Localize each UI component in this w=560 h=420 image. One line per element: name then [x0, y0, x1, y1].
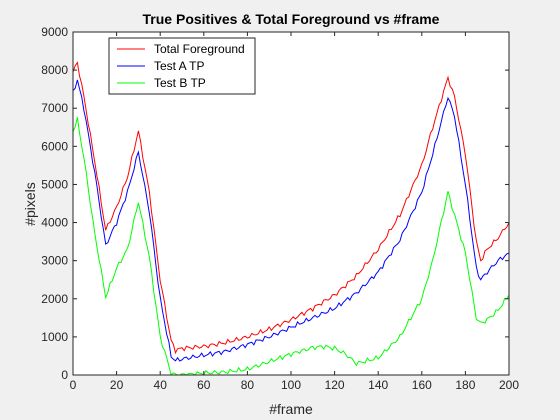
legend: Total Foreground Test A TP Test B TP [108, 37, 256, 95]
y-tick-label: 1000 [41, 330, 68, 344]
y-axis-label: #pixels [22, 182, 38, 226]
x-tick-label: 60 [197, 378, 211, 392]
legend-label-test-a-tp: Test A TP [154, 59, 204, 73]
y-tick-label: 3000 [41, 254, 68, 268]
x-tick-label: 40 [154, 378, 168, 392]
x-axis-label: #frame [269, 401, 313, 417]
x-tick-label: 100 [281, 378, 301, 392]
x-tick-label: 0 [70, 378, 77, 392]
x-tick-label: 120 [325, 378, 345, 392]
series-line-total-foreground [72, 61, 510, 355]
x-tick-label: 20 [110, 378, 124, 392]
chart-title: True Positives & Total Foreground vs #fr… [143, 11, 440, 27]
series-layer [72, 61, 510, 376]
x-tick-label: 160 [412, 378, 432, 392]
legend-label-test-b-tp: Test B TP [154, 76, 206, 90]
y-tick-label: 6000 [41, 139, 68, 153]
x-tick-label: 180 [455, 378, 475, 392]
y-tick-label: 7000 [41, 101, 68, 115]
series-line-test-b-tp [72, 117, 510, 376]
y-tick-label: 5000 [41, 177, 68, 191]
y-tick-label: 4000 [41, 216, 68, 230]
series-line-test-a-tp [72, 79, 510, 362]
y-tick-label: 9000 [41, 25, 68, 39]
ticks-layer: 0 20 40 60 80 100 120 140 160 180 2000100020003000… [41, 25, 519, 392]
y-tick-label: 8000 [41, 63, 68, 77]
x-tick-label: 200 [499, 378, 519, 392]
legend-label-total-foreground: Total Foreground [154, 42, 245, 56]
y-tick-label: 2000 [41, 292, 68, 306]
y-tick-label: 0 [61, 368, 68, 382]
x-tick-label: 140 [368, 378, 388, 392]
x-tick-label: 80 [241, 378, 255, 392]
